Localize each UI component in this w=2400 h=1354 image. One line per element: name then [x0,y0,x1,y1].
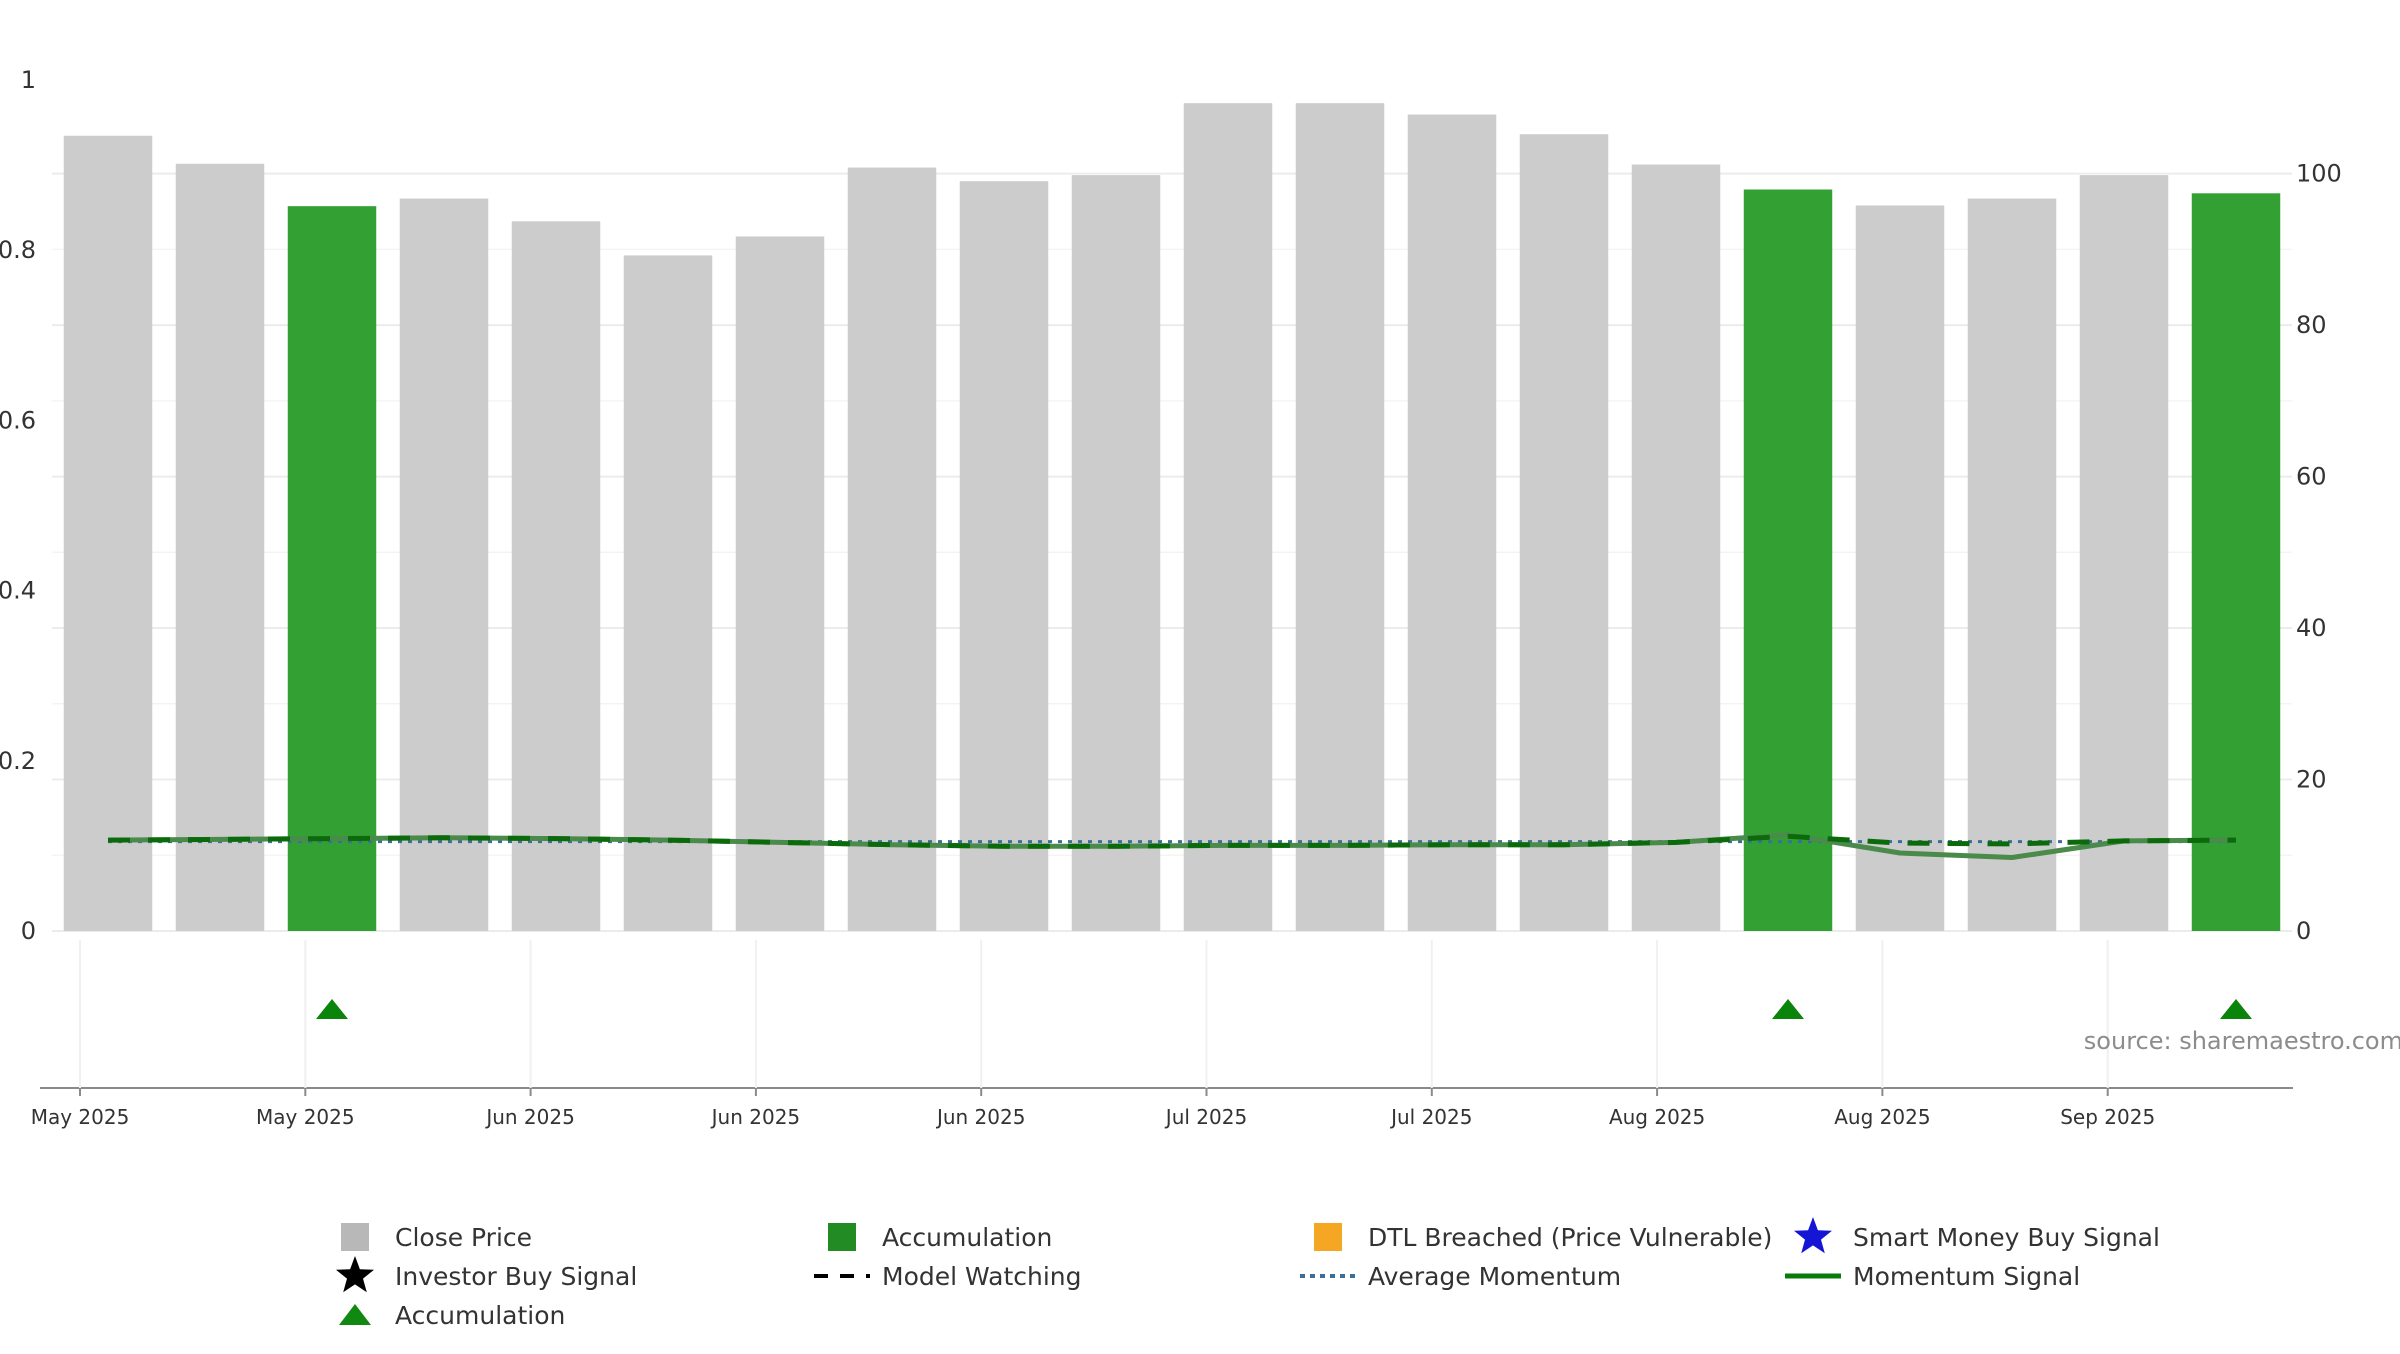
left-tick-label: 0.4 [0,577,36,605]
legend-label: Smart Money Buy Signal [1853,1223,2160,1252]
accumulation-bar [287,206,377,932]
accumulation-triangle-marker [2220,999,2252,1019]
close-price-bar [1967,198,2057,932]
right-tick-label: 60 [2296,463,2327,491]
model-watching-line [107,833,2237,849]
x-tick-label: May 2025 [256,1105,355,1129]
legend-item: DTL Breached (Price Vulnerable) [1314,1223,1772,1252]
left-axis-ticks: 0 0.2 0.4 0.6 0.8 1 [0,66,36,945]
left-tick-label: 0.2 [0,747,36,775]
close-price-bars [63,103,2281,932]
left-tick-label: 0 [21,917,36,945]
left-tick-label: 0.6 [0,406,36,434]
x-tick-label: Jul 2025 [1389,1105,1472,1129]
right-tick-label: 80 [2296,311,2327,339]
legend-item: Model Watching [814,1262,1082,1291]
close-price-bar [735,236,825,931]
legend-item: Accumulation [339,1301,565,1330]
right-tick-label: 100 [2296,160,2342,188]
legend-swatch [1314,1223,1342,1251]
right-tick-label: 20 [2296,766,2327,794]
legend: Close Price Accumulation DTL Breached (Pri… [336,1217,2160,1330]
x-tick-label: Jul 2025 [1164,1105,1247,1129]
accumulation-bar [1743,189,1833,931]
legend-label: Model Watching [882,1262,1082,1291]
legend-label: Close Price [395,1223,532,1252]
close-price-bar [1407,114,1497,932]
legend-label: Accumulation [882,1223,1052,1252]
source-label: source: sharemaestro.com [2084,1027,2400,1055]
close-price-bar [847,167,937,931]
right-tick-label: 40 [2296,614,2327,642]
close-price-bar [959,181,1049,931]
legend-star-icon [1794,1217,1832,1254]
close-price-bar [1631,164,1721,931]
accumulation-bar [2191,193,2281,931]
momentum-lines [107,832,2237,860]
legend-item: Smart Money Buy Signal [1794,1217,2160,1254]
close-price-bar [175,163,265,932]
momentum-signal-line [107,832,2237,860]
x-tick-label: Jun 2025 [935,1105,1026,1129]
close-price-bar [511,221,601,931]
close-price-bar [1519,134,1609,931]
legend-label: Momentum Signal [1853,1262,2080,1291]
gridlines [52,172,2292,932]
legend-item: Momentum Signal [1785,1262,2080,1291]
legend-label: Accumulation [395,1301,565,1330]
legend-item: Accumulation [828,1223,1052,1252]
close-price-bar [1183,103,1273,931]
legend-swatch [341,1223,369,1251]
close-price-bar [63,135,153,931]
legend-item: Investor Buy Signal [336,1256,637,1293]
legend-triangle-icon [339,1304,371,1325]
left-tick-label: 0.8 [0,236,36,264]
accumulation-markers [316,999,2252,1019]
x-tick-label: Sep 2025 [2060,1105,2155,1129]
accumulation-triangle-marker [1772,999,1804,1019]
x-tick-label: Aug 2025 [1609,1105,1705,1129]
right-tick-label: 0 [2296,917,2311,945]
close-price-bar [1071,175,1161,931]
close-price-bar [399,198,489,932]
close-price-bar [1295,103,1385,931]
legend-swatch [828,1223,856,1251]
x-tick-label: Jun 2025 [710,1105,801,1129]
accumulation-triangle-marker [316,999,348,1019]
x-tick-label: Aug 2025 [1834,1105,1930,1129]
close-price-bar [2079,175,2169,931]
x-tick-label: Jun 2025 [484,1105,575,1129]
legend-item: Close Price [341,1223,532,1252]
x-tick-label: May 2025 [31,1105,130,1129]
legend-item: Average Momentum [1300,1262,1621,1291]
close-price-bar [623,255,713,931]
legend-label: Investor Buy Signal [395,1262,637,1291]
left-tick-label: 1 [21,66,36,94]
legend-label: DTL Breached (Price Vulnerable) [1368,1223,1772,1252]
close-price-bar [1855,205,1945,931]
legend-star-icon [336,1256,374,1293]
right-axis-ticks: 0 20 40 60 80 100 [2296,160,2342,945]
legend-label: Average Momentum [1368,1262,1621,1291]
x-axis: May 2025 May 2025 Jun 2025 Jun 2025 Jun 2025… [31,940,2293,1129]
